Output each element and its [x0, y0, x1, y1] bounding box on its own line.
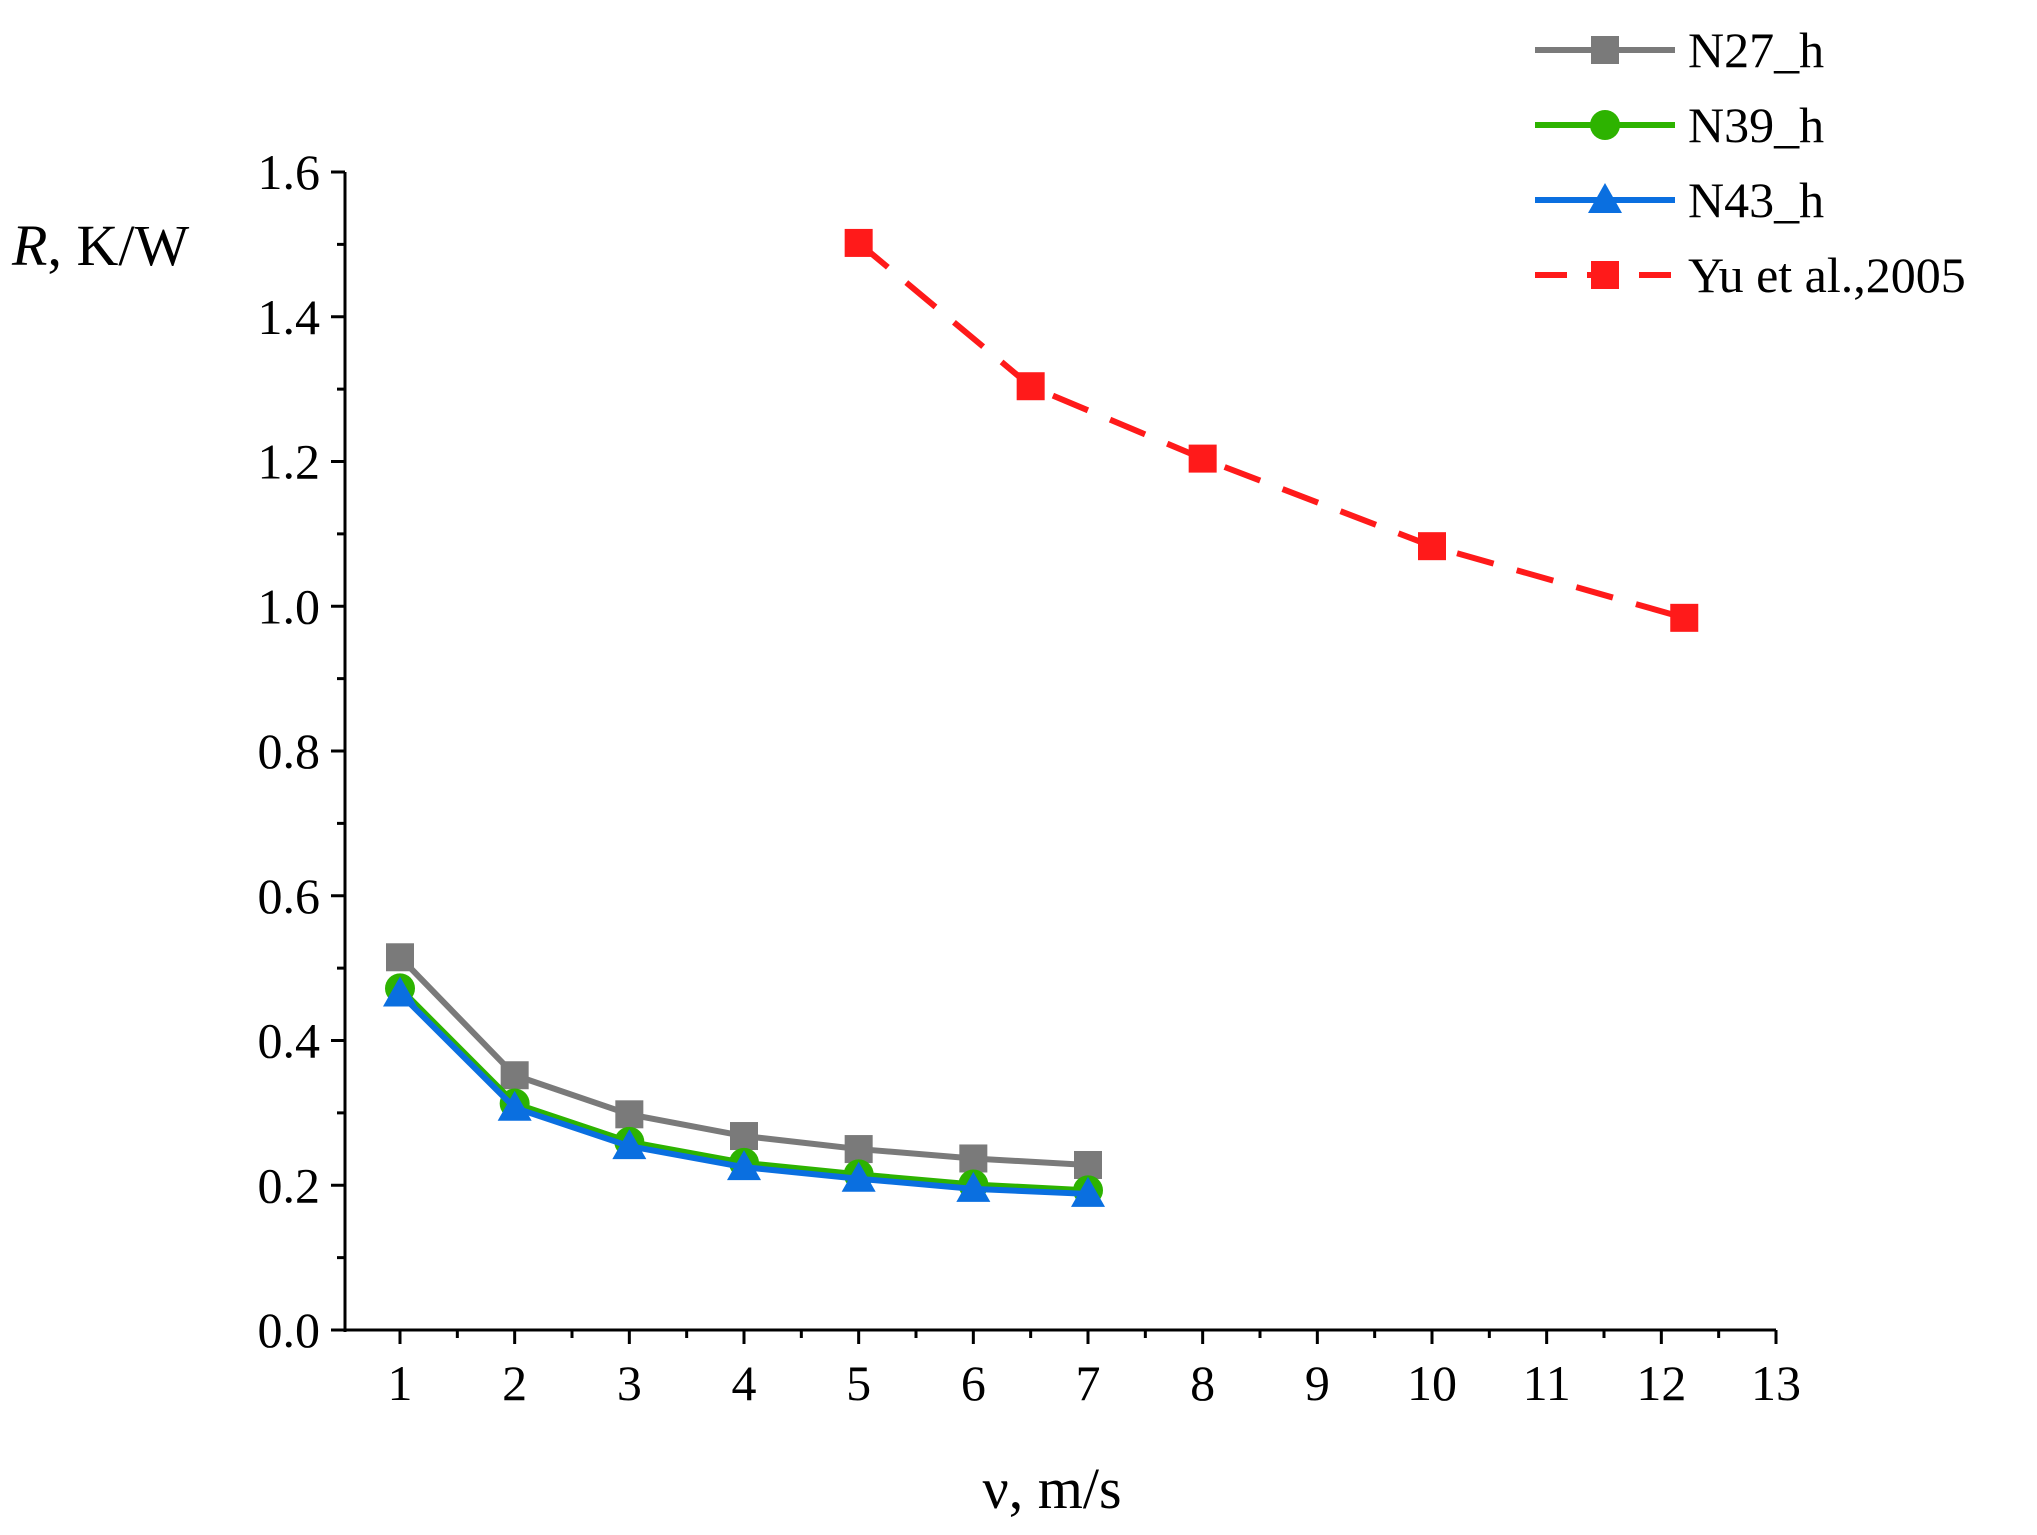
data-point: [956, 1171, 991, 1202]
data-point: [844, 228, 873, 257]
data-point: [1071, 1176, 1105, 1207]
data-point: [386, 943, 414, 972]
series-line: [856, 240, 1686, 621]
x-tick-label: 13: [1751, 1355, 1801, 1411]
data-point: [841, 1161, 876, 1192]
data-point: [844, 1135, 873, 1164]
data-point: [383, 976, 417, 1007]
y-axis-title-symbol: R: [11, 213, 47, 278]
legend-label: N39_h: [1688, 97, 1824, 153]
x-tick-label: 6: [961, 1355, 986, 1411]
x-axis-title: ν, m/s: [982, 1456, 1121, 1521]
x-tick-label: 11: [1523, 1355, 1571, 1411]
y-tick-label: 0.2: [258, 1157, 321, 1213]
data-point: [730, 1122, 758, 1151]
data-point: [612, 1129, 647, 1160]
y-tick-label: 0.0: [258, 1302, 321, 1358]
series-yu-et-al-2005: [844, 228, 1699, 632]
x-tick-label: 2: [502, 1355, 527, 1411]
x-tick-label: 5: [846, 1355, 871, 1411]
y-axis-title: R, K/W: [11, 213, 189, 278]
data-point: [1418, 532, 1446, 561]
x-tick-label: 7: [1076, 1355, 1101, 1411]
data-point: [500, 1061, 529, 1090]
legend-marker: [1590, 110, 1620, 140]
x-tick-label: 1: [388, 1355, 413, 1411]
x-tick-label: 12: [1636, 1355, 1686, 1411]
data-point: [1670, 603, 1699, 632]
data-point: [615, 1100, 644, 1129]
data-point: [1188, 444, 1217, 473]
y-tick-label: 0.4: [258, 1013, 321, 1069]
legend-label: N43_h: [1688, 172, 1824, 228]
data-point: [497, 1090, 532, 1121]
x-tick-label: 9: [1305, 1355, 1330, 1411]
legend: N27_h N39_h N43_h Yu et al.,2005: [1535, 22, 1966, 303]
series-layer: [383, 228, 1699, 1207]
y-tick-label: 1.0: [258, 578, 321, 634]
legend-item: N43_h: [1535, 172, 1824, 228]
legend-item: N27_h: [1535, 22, 1824, 78]
legend-marker: [1588, 183, 1622, 213]
legend-item: N39_h: [1535, 97, 1824, 153]
data-point: [727, 1150, 761, 1181]
x-tick-label: 4: [732, 1355, 757, 1411]
series-n27-h: [386, 943, 1102, 1179]
legend-marker: [1591, 36, 1619, 64]
y-tick-label: 1.4: [258, 289, 321, 345]
data-point: [1074, 1150, 1102, 1179]
series-n43-h: [383, 976, 1105, 1207]
y-tick-label: 0.8: [258, 723, 321, 779]
x-tick-label: 3: [617, 1355, 642, 1411]
data-point: [1016, 372, 1045, 401]
axes: 0.00.20.40.60.81.01.21.41.61 2 3 4 5 6 7 8 9 10 11…: [258, 144, 1802, 1411]
data-point: [959, 1144, 988, 1173]
x-tick-label: 8: [1190, 1355, 1215, 1411]
y-tick-label: 0.6: [258, 868, 321, 924]
legend-item: Yu et al.,2005: [1535, 247, 1966, 303]
x-tick-label: 10: [1407, 1355, 1457, 1411]
legend-label: Yu et al.,2005: [1688, 247, 1966, 303]
legend-label: N27_h: [1688, 22, 1824, 78]
y-tick-label: 1.2: [258, 434, 321, 490]
y-tick-label: 1.6: [258, 144, 321, 200]
y-axis-title-unit: , K/W: [47, 213, 189, 278]
legend-marker: [1591, 261, 1619, 289]
